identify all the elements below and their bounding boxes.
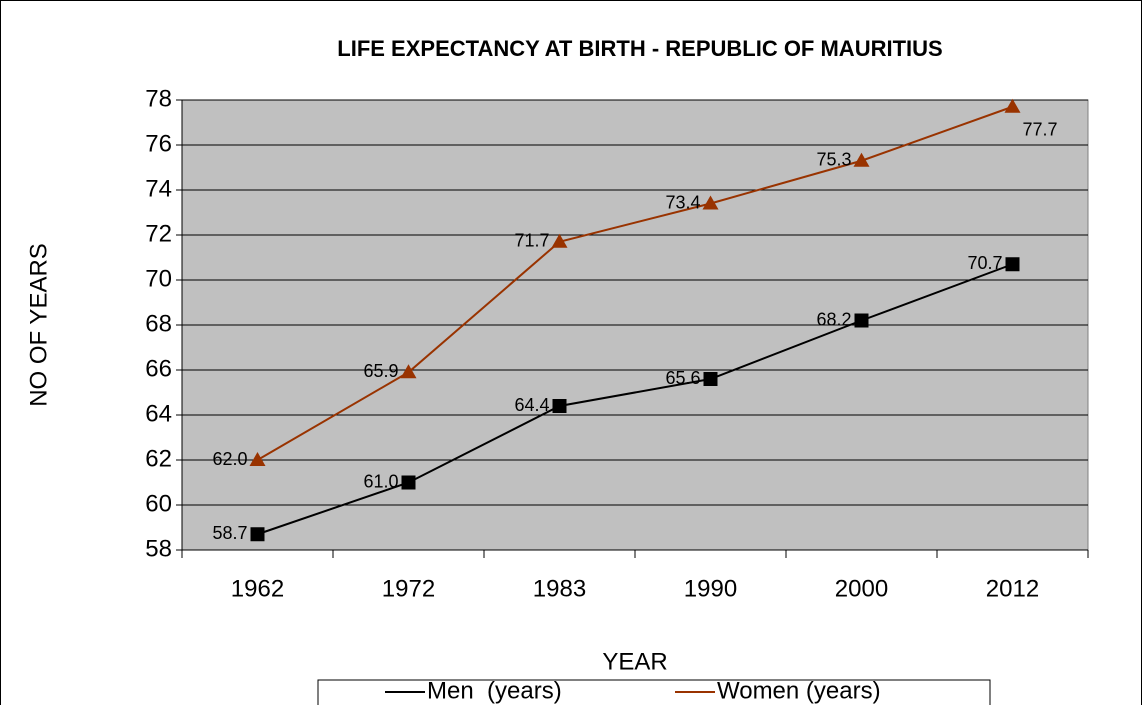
- data-point: [552, 399, 567, 413]
- data-point: [401, 475, 416, 490]
- data-point: [249, 452, 266, 466]
- y-tick-label: 74: [145, 175, 172, 202]
- legend-label: Women (years): [717, 677, 881, 704]
- x-tick-label: 2012: [986, 575, 1039, 602]
- y-tick-label: 60: [145, 490, 172, 517]
- data-label: 58.7: [212, 523, 247, 543]
- data-point: [854, 313, 869, 328]
- data-label: 71.7: [514, 231, 549, 251]
- data-label: 75.3: [816, 150, 851, 170]
- series-line: [256, 105, 1013, 461]
- data-point: [703, 372, 718, 386]
- x-tick-label: 2000: [835, 575, 888, 602]
- y-tick-label: 78: [145, 85, 172, 112]
- x-tick-label: 1983: [533, 575, 586, 602]
- data-label: 61.0: [363, 471, 398, 491]
- data-label: 70.7: [967, 253, 1002, 273]
- x-axis-label: YEAR: [602, 648, 667, 675]
- y-tick-label: 66: [145, 355, 172, 382]
- legend-box: [317, 679, 991, 705]
- data-point: [250, 527, 265, 542]
- data-point: [551, 233, 568, 248]
- data-label: 73.4: [665, 192, 700, 212]
- data-label: 62.0: [212, 449, 247, 469]
- data-label: 68.2: [816, 309, 851, 329]
- x-tick-label: 1990: [684, 575, 737, 602]
- data-label: 64.4: [514, 395, 549, 415]
- data-point: [1005, 257, 1020, 272]
- y-tick-label: 72: [145, 220, 172, 247]
- series-line: [257, 263, 1013, 536]
- data-point: [853, 152, 870, 167]
- y-tick-label: 64: [145, 400, 172, 427]
- data-point: [1004, 98, 1021, 113]
- data-label: 77.7: [1023, 120, 1058, 140]
- x-tick-label: 1962: [231, 575, 284, 602]
- legend-label: Men (years): [427, 677, 562, 704]
- y-tick-label: 68: [145, 310, 172, 337]
- y-tick-label: 58: [145, 535, 172, 562]
- y-axis-label: NO OF YEARS: [25, 243, 52, 407]
- y-tick-label: 62: [145, 445, 172, 472]
- data-point: [400, 364, 417, 379]
- data-point: [702, 195, 719, 210]
- data-label: 65.9: [363, 361, 398, 381]
- y-tick-label: 76: [145, 130, 172, 157]
- chart-title: LIFE EXPECTANCY AT BIRTH - REPUBLIC OF M…: [337, 36, 942, 61]
- data-label: 65.6: [665, 368, 700, 388]
- y-tick-label: 70: [145, 265, 172, 292]
- x-tick-label: 1972: [382, 575, 435, 602]
